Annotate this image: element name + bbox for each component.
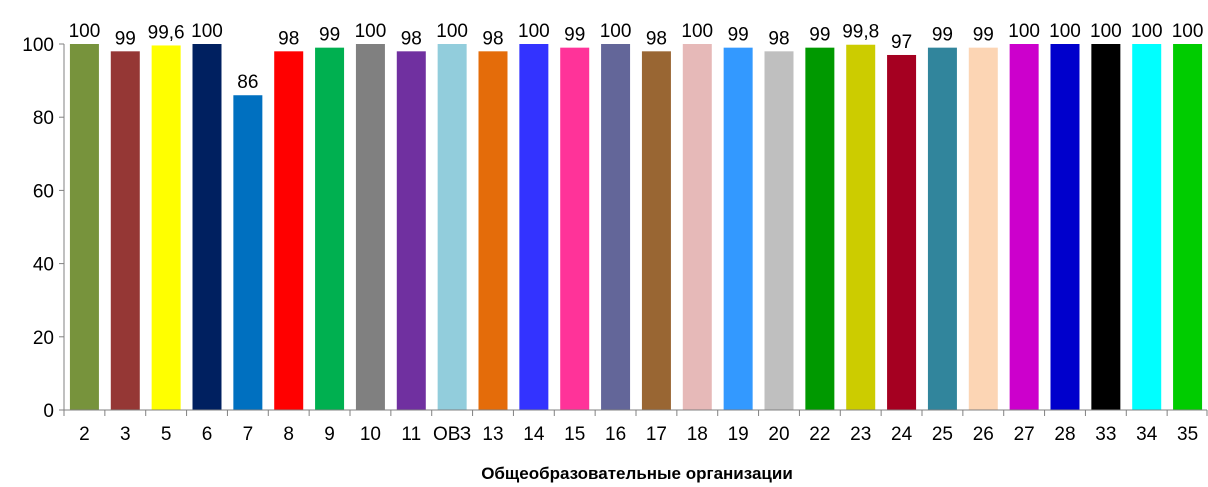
bar-8: [274, 51, 304, 410]
value-label: 100: [1172, 21, 1204, 42]
x-tick-label: 8: [283, 424, 294, 445]
value-labels: 100 99 99,6 100 86 98 99 100 98 100 98 100 99 100 98 10…: [69, 21, 1204, 93]
x-tick-label: ОВЗ: [433, 424, 471, 445]
bar-35: [1173, 44, 1203, 410]
x-tick-label: 16: [605, 424, 626, 445]
x-tick-label: 6: [202, 424, 213, 445]
value-label: 99: [973, 25, 994, 46]
value-label: 86: [237, 72, 258, 93]
bar-33: [1091, 44, 1121, 410]
bar-19: [723, 47, 753, 410]
x-tick-label: 5: [161, 424, 172, 445]
x-axis-title: Общеобразовательные организации: [481, 464, 793, 483]
bar-23: [846, 44, 876, 411]
x-axis: 2 3 5 6 7 8 9 10 11 ОВЗ 13 14 15 16 17 18 19 20 22 23 24 25 26…: [63, 409, 1208, 445]
value-label: 100: [1090, 21, 1122, 42]
value-label: 99,6: [148, 22, 185, 43]
bar-2: [69, 44, 99, 410]
value-label: 100: [191, 21, 223, 42]
bar-11: [396, 51, 426, 410]
x-tick-label: 24: [891, 424, 913, 445]
value-label: 99: [809, 25, 830, 46]
value-label: 99: [564, 25, 585, 46]
y-tick-label: 100: [22, 35, 54, 56]
bar-26: [968, 47, 998, 410]
bar-5: [151, 45, 181, 411]
value-label: 100: [600, 21, 632, 42]
value-label: 100: [518, 21, 550, 42]
x-tick-label: 26: [973, 424, 994, 445]
bar-34: [1132, 44, 1162, 410]
bar-16: [601, 44, 631, 410]
x-tick-label: 28: [1054, 424, 1075, 445]
x-tick-label: 2: [79, 424, 90, 445]
x-tick-label: 19: [728, 424, 749, 445]
x-tick-label: 13: [482, 424, 503, 445]
bar-7: [233, 95, 263, 411]
value-label: 100: [1131, 21, 1163, 42]
bar-24: [887, 54, 917, 410]
x-tick-label: 35: [1177, 424, 1198, 445]
x-tick-label: 7: [243, 424, 254, 445]
bar-25: [927, 47, 957, 410]
y-tick-label: 40: [33, 255, 54, 276]
bar-28: [1050, 44, 1080, 410]
x-tick-label: 10: [360, 424, 381, 445]
bar-14: [519, 44, 549, 410]
value-label: 100: [69, 21, 101, 42]
bar-22: [805, 47, 835, 410]
bar-15: [560, 47, 590, 410]
value-label: 98: [768, 28, 789, 49]
x-tick-label: 27: [1014, 424, 1035, 445]
x-tick-label: 3: [120, 424, 131, 445]
x-tick-label: 11: [401, 424, 421, 445]
y-tick-label: 60: [33, 181, 54, 202]
x-tick-label: 33: [1095, 424, 1116, 445]
y-axis: 0 20 40 60 80 100: [22, 35, 65, 422]
bar-3: [110, 51, 140, 410]
x-tick-label: 23: [850, 424, 871, 445]
value-label: 100: [355, 21, 387, 42]
y-tick-label: 20: [33, 328, 54, 349]
x-tick-label: 20: [768, 424, 789, 445]
value-label: 99: [319, 25, 340, 46]
x-tick-label: 9: [324, 424, 335, 445]
value-label: 99: [115, 28, 136, 49]
value-label: 99: [728, 25, 749, 46]
x-tick-label: 34: [1136, 424, 1158, 445]
x-tick-label: 22: [809, 424, 830, 445]
bar-18: [682, 44, 712, 410]
bar-6: [192, 44, 222, 410]
x-tick-label: 17: [646, 424, 667, 445]
y-tick-label: 80: [33, 108, 54, 129]
value-label: 98: [278, 28, 299, 49]
value-label: 98: [482, 28, 503, 49]
bar-20: [764, 51, 794, 410]
bar-10: [355, 44, 385, 410]
value-label: 100: [1008, 21, 1040, 42]
value-label: 97: [891, 32, 912, 53]
bar-13: [478, 51, 508, 410]
value-label: 100: [436, 21, 468, 42]
value-label: 99,8: [842, 22, 879, 43]
value-label: 100: [1049, 21, 1081, 42]
value-label: 98: [401, 28, 422, 49]
value-label: 98: [646, 28, 667, 49]
value-label: 100: [681, 21, 713, 42]
x-tick-label: 18: [687, 424, 708, 445]
bar-27: [1009, 44, 1039, 410]
x-tick-label: 15: [564, 424, 585, 445]
bar-9: [315, 47, 345, 410]
bar-17: [641, 51, 671, 410]
x-tick-label: 14: [523, 424, 545, 445]
y-tick-label: 0: [43, 401, 54, 422]
x-tick-label: 25: [932, 424, 953, 445]
value-label: 99: [932, 25, 953, 46]
bars: [69, 44, 1203, 411]
bar-ОВЗ: [437, 44, 467, 410]
